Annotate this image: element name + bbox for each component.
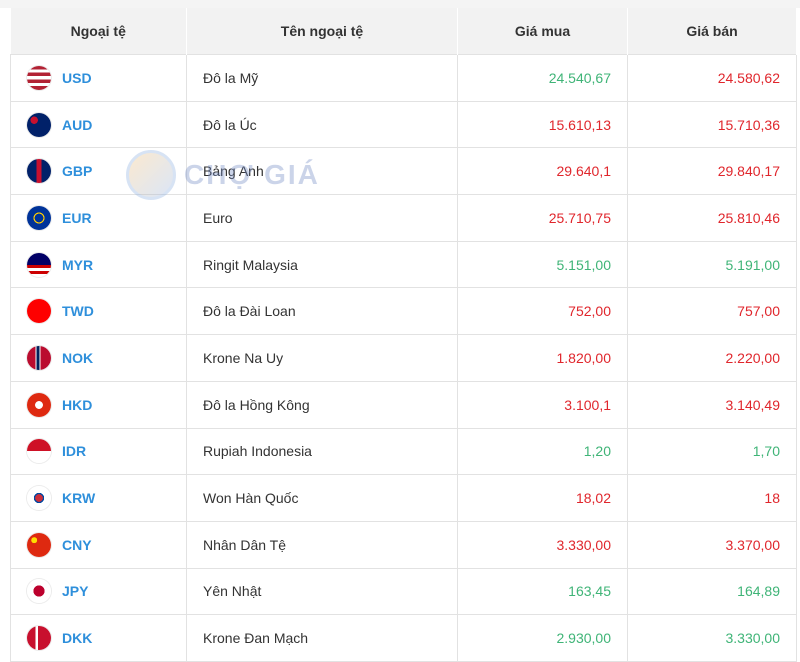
buy-price: 3.330,00 <box>457 520 628 569</box>
currency-name: Won Hàn Quốc <box>186 474 458 522</box>
currency-cell: USD <box>10 54 187 102</box>
currency-code-link[interactable]: IDR <box>62 443 87 460</box>
header-name: Tên ngoại tệ <box>186 8 458 55</box>
flag-hkd-icon <box>27 392 51 417</box>
currency-code-link[interactable]: TWD <box>62 303 94 320</box>
flag-usd-icon <box>27 65 51 90</box>
table-row: CNY Nhân Dân Tệ 3.330,00 3.370,00 <box>10 520 797 569</box>
table-row: EUR Euro 25.710,75 25.810,46 <box>10 194 797 242</box>
flag-twd-icon <box>27 299 51 324</box>
flag-nok-icon <box>27 345 51 370</box>
sell-price: 15.710,36 <box>627 100 797 149</box>
buy-price: 1.820,00 <box>457 334 628 382</box>
sell-price: 25.810,46 <box>627 194 797 242</box>
currency-name: Rupiah Indonesia <box>186 427 458 476</box>
buy-price: 1,20 <box>457 427 628 476</box>
table-row: USD Đô la Mỹ 24.540,67 24.580,62 <box>10 54 797 102</box>
header-buy: Giá mua <box>457 8 628 55</box>
sell-price: 757,00 <box>627 287 797 336</box>
buy-price: 752,00 <box>457 287 628 336</box>
flag-eur-icon <box>27 205 51 230</box>
currency-code-link[interactable]: EUR <box>62 209 92 226</box>
flag-dkk-icon <box>27 626 51 651</box>
currency-cell: AUD <box>10 100 187 149</box>
currency-name: Đô la Úc <box>186 100 458 149</box>
currency-cell: NOK <box>10 334 187 382</box>
currency-name: Đô la Mỹ <box>186 54 458 102</box>
currency-cell: MYR <box>10 240 187 289</box>
exchange-rate-table: Ngoại tệ Tên ngoại tệ Giá mua Giá bán US… <box>10 8 797 662</box>
currency-code-link[interactable]: JPY <box>62 583 89 600</box>
table-row: MYR Ringit Malaysia 5.151,00 5.191,00 <box>10 240 797 289</box>
sell-price: 3.140,49 <box>627 380 797 429</box>
table-row: NOK Krone Na Uy 1.820,00 2.220,00 <box>10 334 797 382</box>
table-row: GBP Bảng Anh 29.640,1 29.840,17 <box>10 147 797 196</box>
currency-code-link[interactable]: MYR <box>62 256 94 273</box>
currency-code-link[interactable]: NOK <box>62 349 94 366</box>
buy-price: 5.151,00 <box>457 240 628 289</box>
header-code: Ngoại tệ <box>10 8 187 55</box>
flag-gbp-icon <box>27 159 51 184</box>
currency-cell: HKD <box>10 380 187 429</box>
sell-price: 5.191,00 <box>627 240 797 289</box>
sell-price: 29.840,17 <box>627 147 797 196</box>
currency-name: Nhân Dân Tệ <box>186 520 458 569</box>
currency-code-link[interactable]: KRW <box>62 490 96 507</box>
buy-price: 29.640,1 <box>457 147 628 196</box>
buy-price: 18,02 <box>457 474 628 522</box>
currency-code-link[interactable]: HKD <box>62 396 93 413</box>
currency-name: Đô la Đài Loan <box>186 287 458 336</box>
currency-code-link[interactable]: AUD <box>62 116 93 133</box>
header-sell: Giá bán <box>627 8 797 55</box>
sell-price: 18 <box>627 474 797 522</box>
currency-code-link[interactable]: GBP <box>62 163 93 180</box>
buy-price: 3.100,1 <box>457 380 628 429</box>
sell-price: 1,70 <box>627 427 797 476</box>
flag-myr-icon <box>27 252 51 277</box>
sell-price: 2.220,00 <box>627 334 797 382</box>
currency-name: Bảng Anh <box>186 147 458 196</box>
flag-cny-icon <box>27 532 51 557</box>
table-row: JPY Yên Nhật 163,45 164,89 <box>10 567 797 616</box>
currency-cell: GBP <box>10 147 187 196</box>
buy-price: 2.930,00 <box>457 614 628 662</box>
flag-krw-icon <box>27 486 51 511</box>
currency-cell: EUR <box>10 194 187 242</box>
table-row: DKK Krone Đan Mạch 2.930,00 3.330,00 <box>10 614 797 662</box>
currency-code-link[interactable]: USD <box>62 69 92 86</box>
currency-code-link[interactable]: DKK <box>62 630 93 647</box>
top-bar <box>0 0 800 8</box>
currency-cell: DKK <box>10 614 187 662</box>
currency-name: Euro <box>186 194 458 242</box>
buy-price: 163,45 <box>457 567 628 616</box>
sell-price: 24.580,62 <box>627 54 797 102</box>
currency-name: Krone Đan Mạch <box>186 614 458 662</box>
currency-cell: TWD <box>10 287 187 336</box>
buy-price: 15.610,13 <box>457 100 628 149</box>
flag-jpy-icon <box>27 579 51 604</box>
table-header: Ngoại tệ Tên ngoại tệ Giá mua Giá bán <box>10 8 797 55</box>
table-row: IDR Rupiah Indonesia 1,20 1,70 <box>10 427 797 476</box>
table-row: HKD Đô la Hồng Kông 3.100,1 3.140,49 <box>10 380 797 429</box>
sell-price: 164,89 <box>627 567 797 616</box>
table-row: AUD Đô la Úc 15.610,13 15.710,36 <box>10 100 797 149</box>
sell-price: 3.330,00 <box>627 614 797 662</box>
currency-cell: CNY <box>10 520 187 569</box>
flag-idr-icon <box>27 439 51 464</box>
buy-price: 24.540,67 <box>457 54 628 102</box>
currency-cell: KRW <box>10 474 187 522</box>
currency-name: Đô la Hồng Kông <box>186 380 458 429</box>
table-row: KRW Won Hàn Quốc 18,02 18 <box>10 474 797 522</box>
flag-aud-icon <box>27 112 51 137</box>
sell-price: 3.370,00 <box>627 520 797 569</box>
currency-cell: IDR <box>10 427 187 476</box>
currency-code-link[interactable]: CNY <box>62 536 92 553</box>
buy-price: 25.710,75 <box>457 194 628 242</box>
currency-cell: JPY <box>10 567 187 616</box>
currency-name: Yên Nhật <box>186 567 458 616</box>
table-row: TWD Đô la Đài Loan 752,00 757,00 <box>10 287 797 336</box>
currency-name: Ringit Malaysia <box>186 240 458 289</box>
currency-name: Krone Na Uy <box>186 334 458 382</box>
